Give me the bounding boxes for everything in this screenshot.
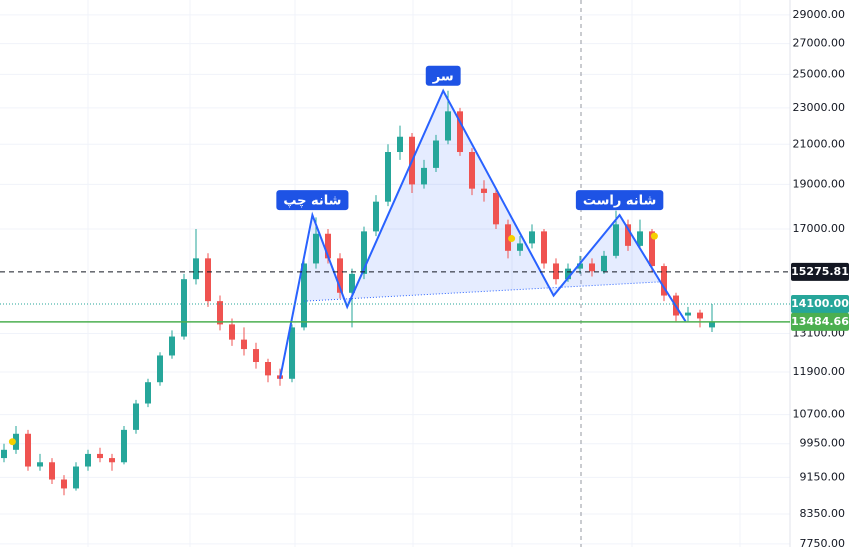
- price-label-box: [791, 294, 849, 313]
- candle-body: [601, 255, 607, 272]
- annotation-box: [575, 190, 664, 211]
- pattern-line: [279, 88, 687, 379]
- price-label: 15275.81: [791, 265, 849, 278]
- candle-body: [181, 279, 187, 337]
- neckline: [303, 281, 661, 302]
- candle-body: [97, 453, 103, 459]
- price-label-box: [791, 312, 849, 331]
- candle-body: [397, 136, 403, 153]
- candle-body: [25, 433, 31, 467]
- v-grid: [87, 0, 741, 547]
- candle-body: [625, 224, 631, 246]
- y-tick-label: 23000.00: [793, 101, 846, 114]
- candle-body: [265, 362, 271, 376]
- candle-body: [217, 301, 223, 325]
- annotation: سر: [432, 69, 454, 84]
- candle-body: [61, 479, 67, 489]
- candle-body: [697, 312, 703, 319]
- candle-body: [73, 466, 79, 489]
- candle-body: [589, 263, 595, 272]
- candle-body: [229, 324, 235, 340]
- candle-body: [421, 167, 427, 185]
- candle-body: [169, 336, 175, 356]
- pattern-fill: [304, 90, 661, 307]
- candle-body: [505, 224, 511, 251]
- y-tick-label: 21000.00: [793, 137, 846, 150]
- annotation: شانه چپ: [283, 194, 341, 209]
- y-tick-label: 11900.00: [793, 365, 846, 378]
- candle-body: [49, 462, 55, 480]
- y-tick-label: 8350.00: [800, 507, 846, 520]
- candle-body: [313, 233, 319, 264]
- annotation-box: [425, 65, 461, 86]
- marker: [650, 232, 658, 240]
- candle-body: [37, 462, 43, 467]
- candle-body: [109, 458, 115, 463]
- candle-body: [157, 355, 163, 383]
- y-tick-label: 27000.00: [793, 37, 846, 50]
- candle-body: [85, 453, 91, 467]
- candle-body: [133, 403, 139, 430]
- candle-body: [493, 192, 499, 225]
- candle-body: [433, 140, 439, 168]
- y-tick-label: 29000.00: [793, 8, 846, 21]
- candle-body: [553, 263, 559, 280]
- candle-body: [121, 429, 127, 463]
- candle-body: [457, 111, 463, 153]
- candle-body: [301, 263, 307, 328]
- candle-body: [637, 231, 643, 246]
- candle-body: [541, 231, 547, 264]
- candle-body: [445, 111, 451, 141]
- candle-body: [709, 321, 715, 328]
- candle-body: [289, 327, 295, 379]
- candle-body: [373, 201, 379, 232]
- y-tick-label: 19000.00: [793, 177, 846, 190]
- candle-body: [649, 231, 655, 267]
- candle-body: [253, 349, 259, 363]
- candle-body: [145, 382, 151, 404]
- price-label: 14100.00: [791, 297, 849, 310]
- candle-body: [361, 231, 367, 274]
- candle-body: [661, 266, 667, 296]
- candle-body: [613, 224, 619, 256]
- annotation-box: [276, 190, 349, 211]
- candle-body: [517, 243, 523, 251]
- y-tick-label: 10700.00: [793, 408, 846, 421]
- price-label: 13484.66: [791, 315, 849, 328]
- candle-body: [565, 268, 571, 280]
- candle-body: [205, 258, 211, 302]
- candle-body: [337, 258, 343, 293]
- h-grid: [0, 14, 790, 545]
- candle-body: [193, 258, 199, 280]
- price-label-box: [791, 262, 849, 281]
- y-tick-label: 7750.00: [800, 537, 846, 547]
- candle-body: [481, 188, 487, 193]
- candle-body: [529, 231, 535, 244]
- marker: [508, 235, 516, 243]
- marker: [8, 438, 16, 446]
- candle-body: [241, 339, 247, 350]
- y-tick-label: 17000.00: [793, 222, 846, 235]
- y-tick-label: 25000.00: [793, 67, 846, 80]
- candle-body: [577, 263, 583, 269]
- annotation: شانه راست: [583, 194, 656, 209]
- y-tick-label: 9150.00: [800, 470, 846, 483]
- candle-body: [469, 152, 475, 189]
- candle-body: [13, 433, 19, 450]
- candle-body: [685, 312, 691, 316]
- candle-body: [1, 449, 7, 459]
- candle-body: [349, 273, 355, 293]
- candle-body: [325, 233, 331, 259]
- y-tick-label: 9950.00: [800, 437, 846, 450]
- candle-body: [385, 152, 391, 202]
